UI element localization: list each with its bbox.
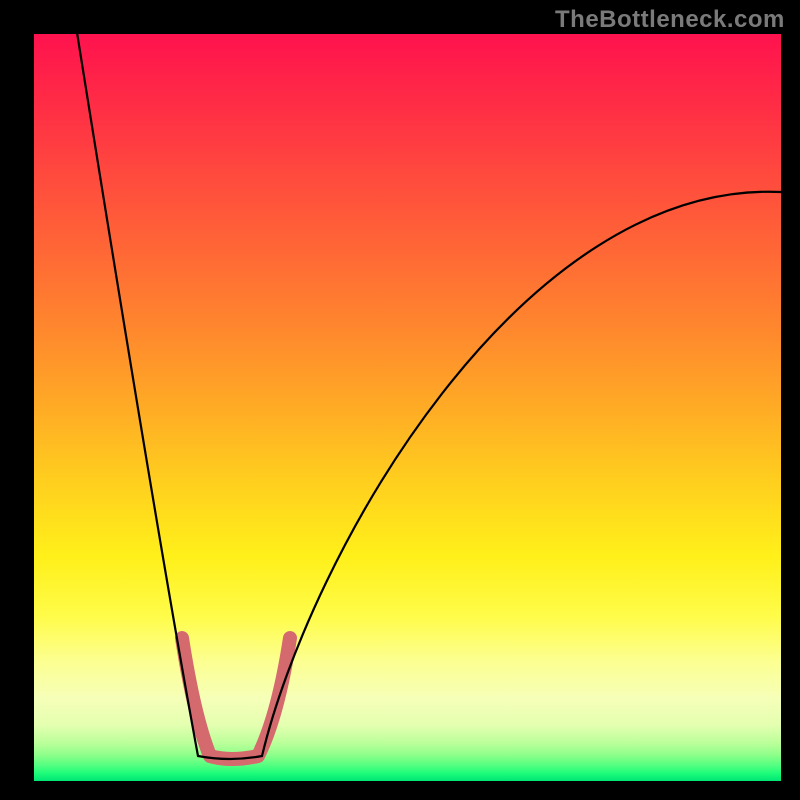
plot-background xyxy=(34,34,781,781)
bottleneck-chart xyxy=(0,0,800,800)
watermark-text: TheBottleneck.com xyxy=(555,6,785,34)
